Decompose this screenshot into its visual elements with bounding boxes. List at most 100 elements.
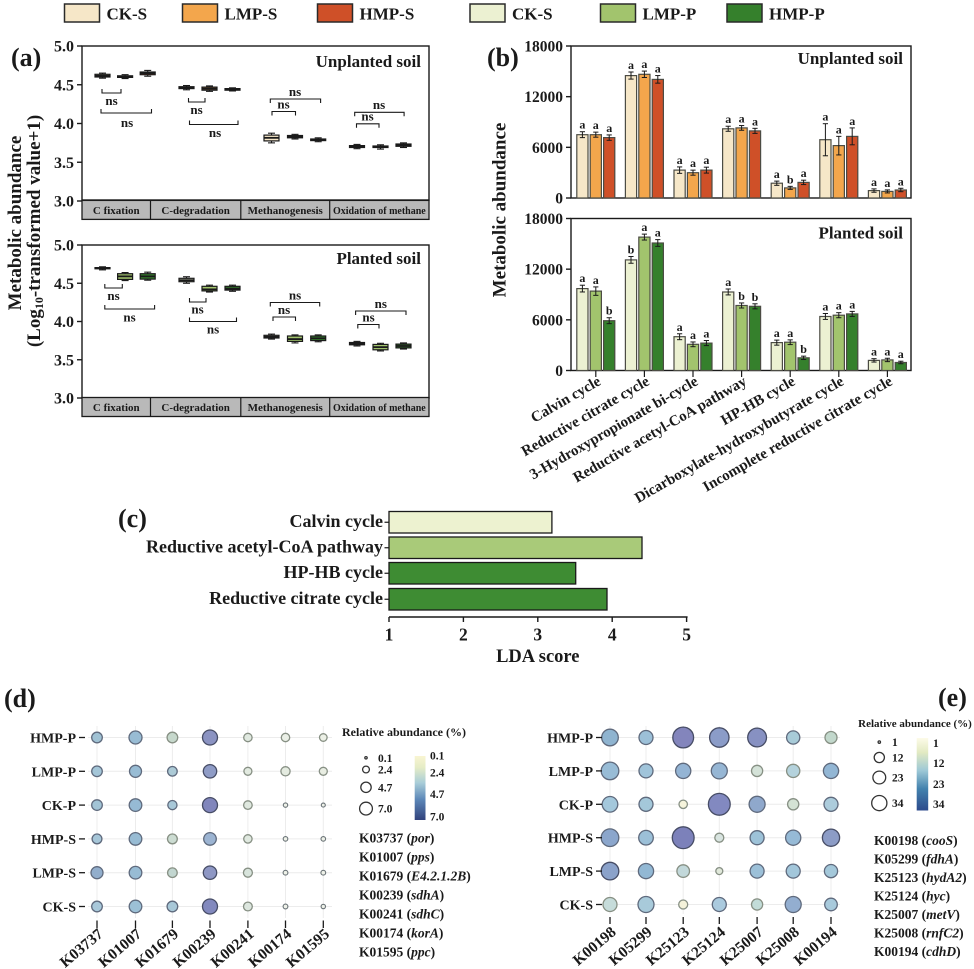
svg-text:K01679 (E4.2.1.2B): K01679 (E4.2.1.2B)	[359, 869, 471, 884]
svg-text:a: a	[774, 167, 780, 181]
svg-text:K00239 (sdhA): K00239 (sdhA)	[359, 888, 444, 903]
svg-text:a: a	[774, 326, 780, 340]
svg-text:a: a	[690, 328, 696, 342]
svg-text:Unplanted soil: Unplanted soil	[316, 52, 422, 71]
svg-text:5.0: 5.0	[54, 39, 74, 56]
svg-text:ns: ns	[373, 97, 385, 112]
svg-text:b: b	[752, 290, 759, 304]
svg-text:a: a	[690, 156, 696, 170]
svg-text:a: a	[593, 273, 599, 287]
svg-text:ns: ns	[277, 97, 289, 112]
svg-text:b: b	[606, 304, 613, 318]
svg-text:18000: 18000	[524, 39, 563, 56]
svg-text:HP-HB cycle: HP-HB cycle	[284, 562, 383, 582]
svg-text:Metabolic abundance: Metabolic abundance	[490, 123, 511, 298]
svg-text:18000: 18000	[524, 211, 563, 228]
svg-text:LMP-S: LMP-S	[32, 867, 76, 882]
svg-text:4.5: 4.5	[54, 77, 74, 94]
svg-text:0.1: 0.1	[430, 751, 445, 763]
svg-text:K25008 (rnfC2): K25008 (rnfC2)	[874, 926, 964, 941]
svg-text:34: 34	[933, 799, 945, 811]
svg-text:a: a	[849, 114, 855, 128]
svg-text:LMP-P: LMP-P	[32, 765, 77, 780]
svg-text:0: 0	[555, 191, 563, 208]
svg-text:C fixation: C fixation	[93, 402, 140, 414]
svg-text:0.1: 0.1	[378, 753, 393, 765]
svg-text:HMP-S: HMP-S	[548, 832, 593, 847]
svg-text:1: 1	[933, 738, 939, 750]
svg-text:3: 3	[533, 625, 542, 645]
svg-text:K25007 (metV): K25007 (metV)	[874, 907, 960, 922]
svg-text:Unplanted soil: Unplanted soil	[798, 49, 904, 68]
svg-text:a: a	[725, 112, 731, 126]
svg-text:Oxidation of methane: Oxidation of methane	[333, 403, 426, 414]
svg-text:LMP-S: LMP-S	[549, 865, 593, 880]
svg-text:ns: ns	[121, 115, 133, 130]
svg-text:a: a	[655, 62, 661, 76]
svg-text:7.0: 7.0	[430, 812, 445, 824]
svg-text:a: a	[606, 121, 612, 135]
svg-text:K00198 (cooS): K00198 (cooS)	[874, 833, 958, 848]
svg-text:K01595 (ppc): K01595 (ppc)	[359, 945, 435, 960]
svg-text:b: b	[800, 342, 807, 356]
svg-text:a: a	[836, 122, 842, 136]
svg-text:a: a	[871, 345, 877, 359]
svg-text:0: 0	[555, 363, 563, 380]
svg-text:4: 4	[608, 625, 617, 645]
svg-text:Planted soil: Planted soil	[336, 249, 421, 268]
svg-text:a: a	[822, 300, 828, 314]
svg-text:6000: 6000	[532, 140, 563, 157]
svg-text:a: a	[898, 347, 904, 361]
svg-text:Reductive acetyl-CoA pathway: Reductive acetyl-CoA pathway	[146, 536, 383, 556]
svg-text:12000: 12000	[524, 262, 563, 279]
svg-text:LMP-S: LMP-S	[225, 5, 278, 24]
svg-text:Methanogenesis: Methanogenesis	[248, 205, 324, 217]
svg-text:Relative abundance (%): Relative abundance (%)	[342, 725, 466, 739]
svg-text:a: a	[898, 174, 904, 188]
svg-text:a: a	[752, 114, 758, 128]
svg-text:b: b	[787, 172, 794, 186]
svg-text:K25124 (hyc): K25124 (hyc)	[874, 889, 950, 904]
svg-text:2.4: 2.4	[430, 768, 445, 780]
svg-text:a: a	[655, 226, 661, 240]
svg-text:HMP-P: HMP-P	[547, 732, 593, 747]
svg-text:3.0: 3.0	[54, 391, 74, 408]
svg-text:(c): (c)	[118, 504, 147, 533]
svg-text:K00241 (sdhC): K00241 (sdhC)	[359, 907, 444, 922]
svg-text:ns: ns	[209, 125, 221, 140]
svg-text:4.7: 4.7	[430, 789, 445, 801]
svg-text:a: a	[884, 344, 890, 358]
svg-text:C fixation: C fixation	[93, 205, 140, 217]
svg-text:a: a	[579, 118, 585, 132]
svg-text:K05299 (fdhA): K05299 (fdhA)	[874, 852, 958, 867]
svg-text:(a): (a)	[11, 43, 41, 72]
svg-text:a: a	[884, 176, 890, 190]
svg-text:HMP-P: HMP-P	[30, 732, 76, 747]
svg-text:a: a	[836, 299, 842, 313]
svg-text:a: a	[703, 153, 709, 167]
svg-text:K00194 (cdhD): K00194 (cdhD)	[874, 944, 961, 959]
svg-text:C-degradation: C-degradation	[161, 205, 229, 217]
svg-text:ns: ns	[207, 322, 219, 337]
svg-text:HMP-P: HMP-P	[769, 5, 825, 24]
svg-text:ns: ns	[190, 102, 202, 117]
svg-text:CK-S: CK-S	[512, 5, 553, 24]
svg-text:ns: ns	[278, 302, 290, 317]
svg-text:K25123 (hydA2): K25123 (hydA2)	[874, 870, 967, 885]
svg-text:4.0: 4.0	[54, 314, 74, 331]
svg-text:6000: 6000	[532, 312, 563, 329]
svg-text:(Log10-transformed value+1): (Log10-transformed value+1)	[24, 115, 46, 347]
svg-text:C-degradation: C-degradation	[161, 402, 229, 414]
svg-text:Relative abundance (%): Relative abundance (%)	[858, 718, 972, 730]
svg-text:Metabolic abundance: Metabolic abundance	[5, 136, 26, 311]
svg-text:ns: ns	[289, 288, 301, 303]
svg-text:3.5: 3.5	[54, 352, 74, 369]
svg-text:HMP-S: HMP-S	[360, 5, 415, 24]
svg-text:a: a	[801, 166, 807, 180]
svg-text:K00174 (korA): K00174 (korA)	[359, 926, 443, 941]
svg-text:23: 23	[892, 773, 904, 785]
svg-text:a: a	[677, 320, 683, 334]
svg-text:CK-P: CK-P	[42, 799, 77, 814]
svg-text:K03737 (por): K03737 (por)	[359, 831, 434, 846]
svg-text:(d): (d)	[4, 684, 36, 713]
